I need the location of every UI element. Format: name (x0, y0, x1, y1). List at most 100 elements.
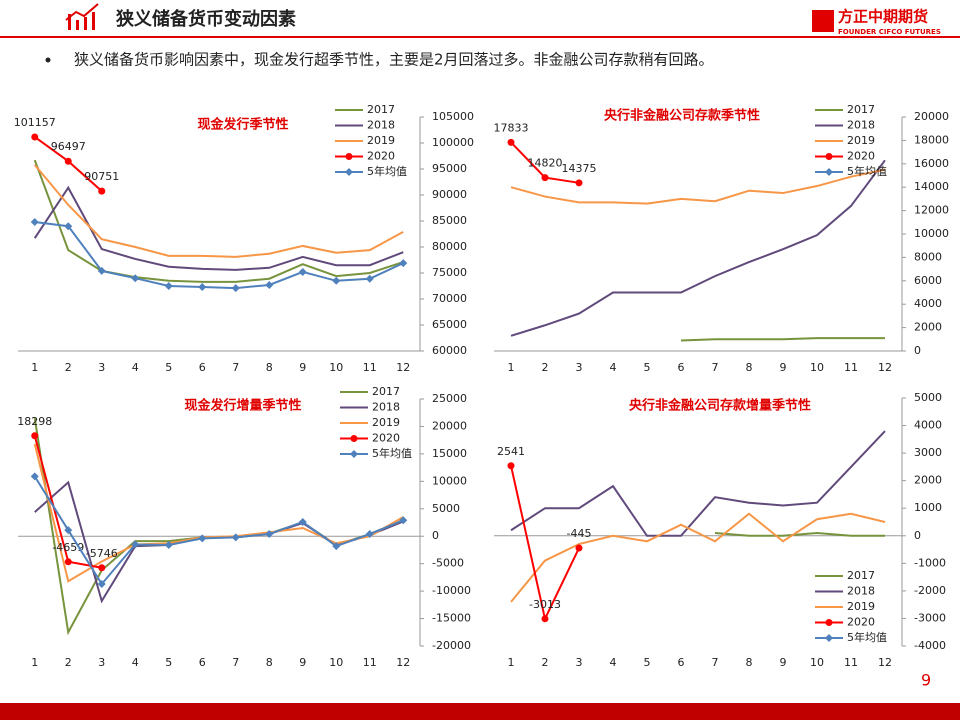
legend-label: 2020 (367, 150, 395, 163)
x-tick-label: 6 (678, 361, 685, 374)
x-tick-label: 3 (576, 361, 583, 374)
header-icon (65, 3, 99, 30)
x-tick-label: 5 (165, 361, 172, 374)
y-tick-label: 105000 (432, 110, 474, 123)
x-tick-label: 1 (31, 656, 38, 669)
y-tick-label: 10000 (432, 474, 467, 487)
y-tick-label: 18000 (914, 133, 949, 146)
x-tick-label: 5 (165, 656, 172, 669)
y-tick-label: 100000 (432, 136, 474, 149)
legend-label: 2019 (372, 416, 400, 429)
y-tick-label: 4000 (914, 419, 942, 432)
x-tick-label: 8 (266, 656, 273, 669)
legend-label: 2018 (847, 119, 875, 132)
x-tick-label: 2 (542, 361, 549, 374)
x-tick-label: 11 (363, 361, 377, 374)
legend-label: 2017 (847, 569, 875, 582)
x-tick-label: 5 (644, 656, 651, 669)
point-marker (345, 153, 353, 160)
x-tick-label: 1 (508, 656, 515, 669)
legend-label: 5年均值 (372, 446, 412, 460)
bullet-dot (45, 57, 51, 63)
point-marker (97, 266, 106, 275)
y-tick-label: 16000 (914, 157, 949, 170)
legend-label: 2020 (372, 432, 400, 445)
x-tick-label: 12 (878, 656, 892, 669)
chart-title: 央行非金融公司存款增量季节性 (629, 398, 811, 414)
point-marker (825, 619, 833, 626)
x-tick-label: 8 (746, 656, 753, 669)
y-tick-label: -10000 (432, 584, 471, 597)
point-marker (64, 558, 72, 566)
series-line (34, 221, 404, 290)
x-tick-label: 9 (780, 656, 787, 669)
point-marker (298, 517, 307, 526)
y-tick-label: 4000 (914, 297, 942, 310)
point-marker (541, 174, 549, 182)
data-label: 90751 (84, 170, 119, 183)
point-marker (399, 259, 408, 268)
point-marker (64, 222, 73, 231)
chart: 央行非金融公司存款季节性 0 2000 4000 6000 8000 10000 12000 1… (494, 103, 950, 374)
point-marker (350, 435, 358, 442)
x-tick-label: 12 (396, 361, 410, 374)
point-marker (575, 179, 583, 187)
x-tick-label: 4 (132, 656, 139, 669)
chart: 央行非金融公司存款增量季节性 -4000 -3000 -2000 -1000 0 1000 2… (494, 391, 946, 669)
x-tick-label: 4 (610, 361, 617, 374)
point-marker (825, 634, 833, 642)
point-marker (30, 218, 39, 227)
x-tick-label: 7 (712, 361, 719, 374)
y-tick-label: 85000 (432, 214, 467, 227)
x-tick-label: 3 (98, 361, 105, 374)
x-tick-label: 10 (810, 361, 824, 374)
y-tick-label: -2000 (914, 584, 946, 597)
x-tick-label: 7 (712, 656, 719, 669)
legend-label: 2018 (847, 585, 875, 598)
x-tick-label: 9 (299, 656, 306, 669)
x-tick-label: 8 (266, 361, 273, 374)
company-name: 方正中期期货 (838, 8, 928, 26)
point-marker (825, 168, 833, 176)
series-line (33, 185, 404, 271)
data-label: 18298 (17, 415, 52, 428)
point-marker (350, 450, 358, 458)
point-marker (825, 153, 833, 160)
point-marker (164, 282, 173, 290)
point-marker (31, 133, 39, 141)
y-tick-label: 2000 (914, 474, 942, 487)
series-line (510, 430, 886, 537)
chart-title: 央行非金融公司存款季节性 (604, 108, 760, 124)
point-marker (365, 274, 374, 283)
y-tick-label: 1000 (914, 501, 942, 514)
y-tick-label: 10000 (914, 227, 949, 240)
x-tick-label: 12 (396, 656, 410, 669)
legend-label: 5年均值 (367, 164, 407, 178)
slide-title: 狭义储备货币变动因素 (115, 8, 296, 30)
series-line (714, 532, 885, 537)
data-label: 14375 (562, 162, 597, 175)
point-marker (198, 283, 207, 292)
y-tick-label: -3000 (914, 611, 946, 624)
y-tick-label: -4000 (914, 639, 946, 652)
y-tick-label: -20000 (432, 639, 471, 652)
chart-title: 现金发行季节性 (197, 117, 288, 133)
y-tick-label: 70000 (432, 292, 467, 305)
x-tick-label: 7 (232, 656, 239, 669)
point-marker (399, 516, 408, 525)
legend-label: 2018 (372, 401, 400, 414)
data-label: 96497 (51, 140, 86, 153)
point-marker (541, 615, 549, 623)
y-tick-label: 3000 (914, 446, 942, 459)
y-tick-label: 2000 (914, 321, 942, 334)
y-tick-label: 90000 (432, 188, 467, 201)
legend-label: 2017 (847, 103, 875, 116)
point-marker (332, 276, 341, 285)
y-tick-label: 8000 (914, 250, 942, 263)
y-tick-label: 25000 (432, 392, 467, 405)
legend-label: 2019 (847, 134, 875, 147)
series-line (33, 159, 404, 283)
data-label: 2541 (497, 445, 525, 458)
data-label: 101157 (14, 116, 56, 129)
